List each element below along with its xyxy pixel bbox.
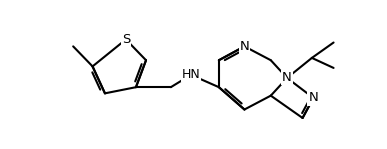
- Text: S: S: [122, 33, 130, 46]
- Text: HN: HN: [182, 68, 200, 81]
- Text: N: N: [308, 91, 318, 104]
- Text: N: N: [282, 71, 292, 84]
- Text: N: N: [240, 40, 249, 53]
